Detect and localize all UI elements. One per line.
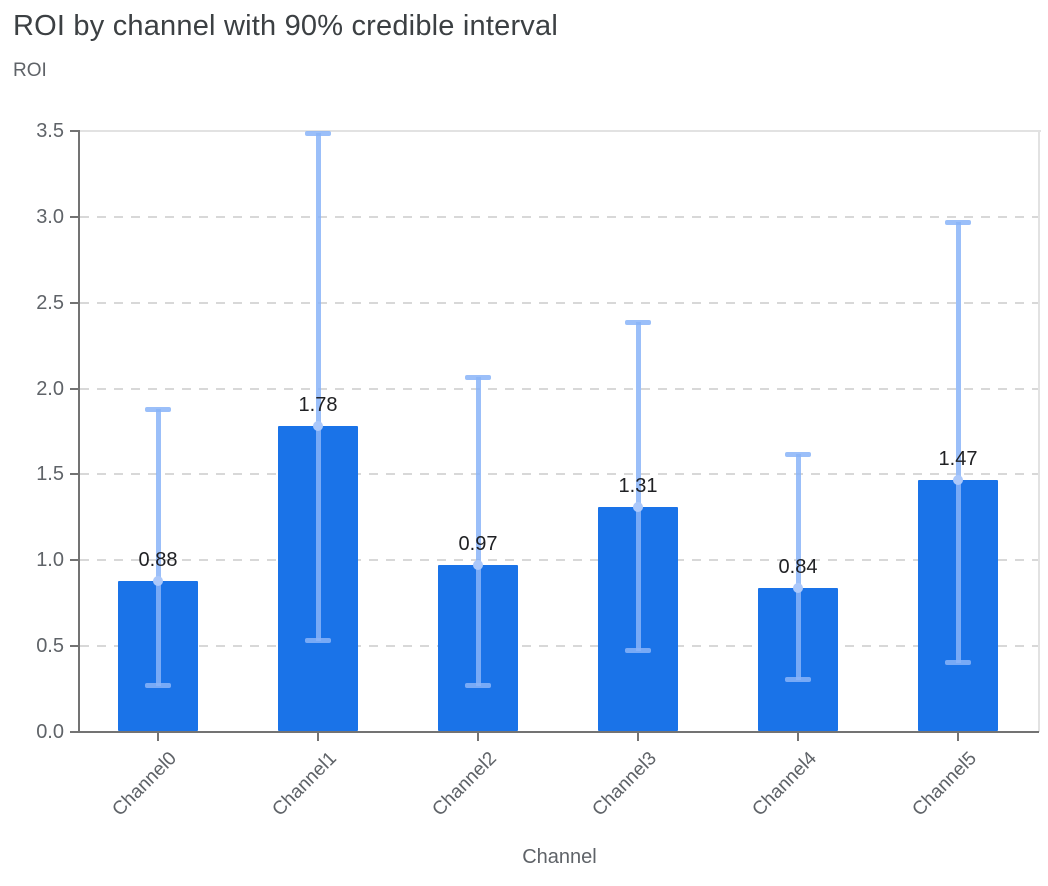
x-tick-mark xyxy=(637,733,639,741)
x-axis-line xyxy=(78,731,1039,733)
mean-point xyxy=(953,474,963,485)
x-tick-label: Channel3 xyxy=(588,748,661,821)
x-tick-label: Channel2 xyxy=(428,748,501,821)
mean-point xyxy=(473,560,483,571)
error-cap-bottom xyxy=(785,677,811,683)
y-tick-mark xyxy=(70,387,78,390)
grid-line xyxy=(80,301,1039,304)
chart-title: ROI by channel with 90% credible interva… xyxy=(13,10,558,42)
grid-line xyxy=(80,473,1039,476)
x-tick-mark xyxy=(957,733,959,741)
x-tick-mark xyxy=(797,733,799,741)
y-tick-label: 3.5 xyxy=(36,120,64,142)
error-cap-top xyxy=(145,407,171,413)
x-tick-label: Channel1 xyxy=(268,748,341,821)
plot-top-border xyxy=(80,130,1041,132)
error-bar xyxy=(955,222,961,664)
y-axis-title: ROI xyxy=(13,60,47,81)
error-bar xyxy=(475,376,481,686)
y-tick-mark xyxy=(70,645,78,648)
y-tick-mark xyxy=(70,301,78,304)
mean-point xyxy=(153,575,163,586)
y-tick-label: 2.5 xyxy=(36,291,64,314)
error-cap-top xyxy=(625,319,651,325)
y-tick-label: 0.5 xyxy=(36,635,64,658)
error-cap-top xyxy=(785,451,811,457)
mean-point xyxy=(633,502,643,513)
grid-line xyxy=(80,645,1039,648)
grid-line xyxy=(80,387,1039,390)
x-tick-label: Channel5 xyxy=(908,748,981,821)
error-cap-bottom xyxy=(305,637,331,643)
mean-point xyxy=(313,421,323,432)
x-tick-mark xyxy=(157,733,159,741)
y-tick-mark xyxy=(70,130,78,132)
x-tick-mark xyxy=(477,733,479,741)
y-tick-mark xyxy=(70,559,78,562)
error-bar xyxy=(635,321,641,652)
y-tick-label: 3.0 xyxy=(36,205,64,228)
error-cap-bottom xyxy=(145,682,171,688)
plot-right-border xyxy=(1038,131,1040,732)
y-tick-label: 1.5 xyxy=(36,463,64,486)
x-tick-label: Channel4 xyxy=(748,748,821,821)
error-bar xyxy=(795,453,801,681)
y-tick-mark xyxy=(70,731,78,733)
error-bar xyxy=(155,409,161,686)
x-tick-mark xyxy=(317,733,319,741)
mean-point xyxy=(793,582,803,593)
error-cap-bottom xyxy=(465,682,491,688)
value-label: 1.47 xyxy=(938,447,978,470)
error-bar xyxy=(315,132,321,641)
error-cap-bottom xyxy=(625,648,651,654)
error-cap-top xyxy=(945,220,971,225)
y-axis-line xyxy=(78,130,80,732)
value-label: 0.88 xyxy=(138,548,178,571)
grid-line xyxy=(80,215,1039,218)
x-tick-label: Channel0 xyxy=(108,748,181,821)
value-label: 0.84 xyxy=(778,555,818,578)
grid-line xyxy=(80,559,1039,562)
value-label: 1.78 xyxy=(298,394,338,417)
y-tick-label: 0.0 xyxy=(36,721,64,743)
error-cap-top xyxy=(305,130,331,136)
value-label: 1.31 xyxy=(618,475,658,498)
value-label: 0.97 xyxy=(458,533,498,556)
x-axis-title: Channel xyxy=(522,846,597,868)
y-tick-label: 2.0 xyxy=(36,377,64,400)
error-cap-bottom xyxy=(945,660,971,666)
y-tick-mark xyxy=(70,473,78,476)
error-cap-top xyxy=(465,374,491,380)
y-tick-mark xyxy=(70,215,78,218)
y-tick-label: 1.0 xyxy=(36,549,64,572)
